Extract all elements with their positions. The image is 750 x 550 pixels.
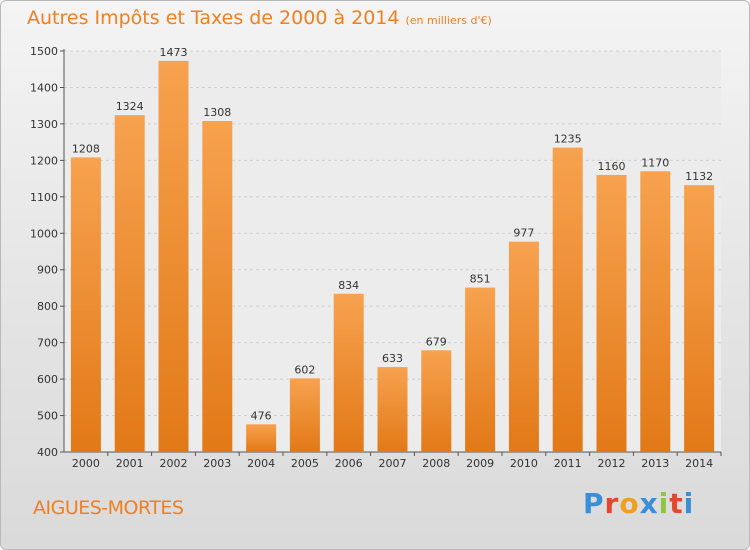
bar-value-label: 476 [251, 409, 272, 422]
y-tick-label: 1200 [30, 154, 58, 167]
chart-unit: (en milliers d'€) [405, 14, 492, 27]
logo-letter: i [658, 487, 670, 520]
x-tick-label: 2004 [247, 457, 275, 470]
bar [289, 378, 320, 452]
y-tick-label: 600 [37, 373, 58, 386]
bar-value-label: 679 [426, 335, 447, 348]
logo-letter: i [683, 487, 695, 520]
x-tick-label: 2010 [510, 457, 538, 470]
logo-letter: t [669, 487, 684, 520]
logo-letter: x [639, 487, 659, 520]
y-tick-label: 1000 [30, 227, 58, 240]
bar [202, 120, 233, 452]
logo-letter: r [604, 487, 620, 520]
bar [421, 350, 452, 452]
y-tick-label: 1400 [30, 81, 58, 94]
x-tick-label: 2003 [203, 457, 231, 470]
y-tick-label: 1100 [30, 191, 58, 204]
bar [377, 367, 408, 452]
x-tick-label: 2001 [116, 457, 144, 470]
x-tick-label: 2009 [466, 457, 494, 470]
chart-title-text: Autres Impôts et Taxes de 2000 à 2014 [27, 7, 400, 29]
chart-title: Autres Impôts et Taxes de 2000 à 2014 (en… [27, 7, 492, 29]
bar-value-label: 851 [470, 273, 491, 286]
bar-value-label: 1208 [72, 142, 100, 155]
proxiti-logo: Proxiti [583, 487, 694, 520]
y-tick-label: 1500 [30, 45, 58, 58]
bar-value-label: 834 [338, 279, 359, 292]
bar-value-label: 602 [294, 363, 315, 376]
bar-value-label: 1160 [598, 160, 626, 173]
y-tick-label: 800 [37, 300, 58, 313]
x-tick-label: 2002 [160, 457, 188, 470]
x-tick-label: 2000 [72, 457, 100, 470]
bar [70, 157, 101, 452]
bar-value-label: 1308 [203, 106, 231, 119]
y-tick-label: 1300 [30, 118, 58, 131]
y-tick-label: 700 [37, 337, 58, 350]
bar-value-label: 633 [382, 352, 403, 365]
bar [684, 185, 715, 453]
bar [508, 241, 539, 452]
y-tick-label: 900 [37, 264, 58, 277]
bar [333, 293, 364, 452]
bar [465, 287, 496, 452]
bar [158, 60, 189, 453]
bar-value-label: 1473 [160, 46, 188, 59]
x-tick-label: 2013 [641, 457, 669, 470]
x-tick-label: 2007 [379, 457, 407, 470]
logo-letter: P [583, 487, 605, 520]
bar [114, 115, 145, 452]
x-tick-label: 2014 [685, 457, 713, 470]
bar [596, 174, 627, 453]
x-tick-label: 2006 [335, 457, 363, 470]
x-tick-label: 2008 [422, 457, 450, 470]
y-tick-label: 500 [37, 410, 58, 423]
x-tick-label: 2005 [291, 457, 319, 470]
bar-value-label: 1170 [641, 156, 669, 169]
bar-value-label: 1132 [685, 170, 713, 183]
bar-value-label: 1324 [116, 100, 144, 113]
bar-value-label: 977 [513, 227, 534, 240]
bar [246, 424, 277, 452]
logo-letter: o [619, 487, 640, 520]
bar [640, 171, 671, 453]
y-tick-label: 400 [37, 446, 58, 459]
bar [552, 147, 583, 452]
x-tick-label: 2012 [598, 457, 626, 470]
city-name: AIGUES-MORTES [33, 497, 184, 519]
bar-value-label: 1235 [554, 133, 582, 146]
x-tick-label: 2011 [554, 457, 582, 470]
